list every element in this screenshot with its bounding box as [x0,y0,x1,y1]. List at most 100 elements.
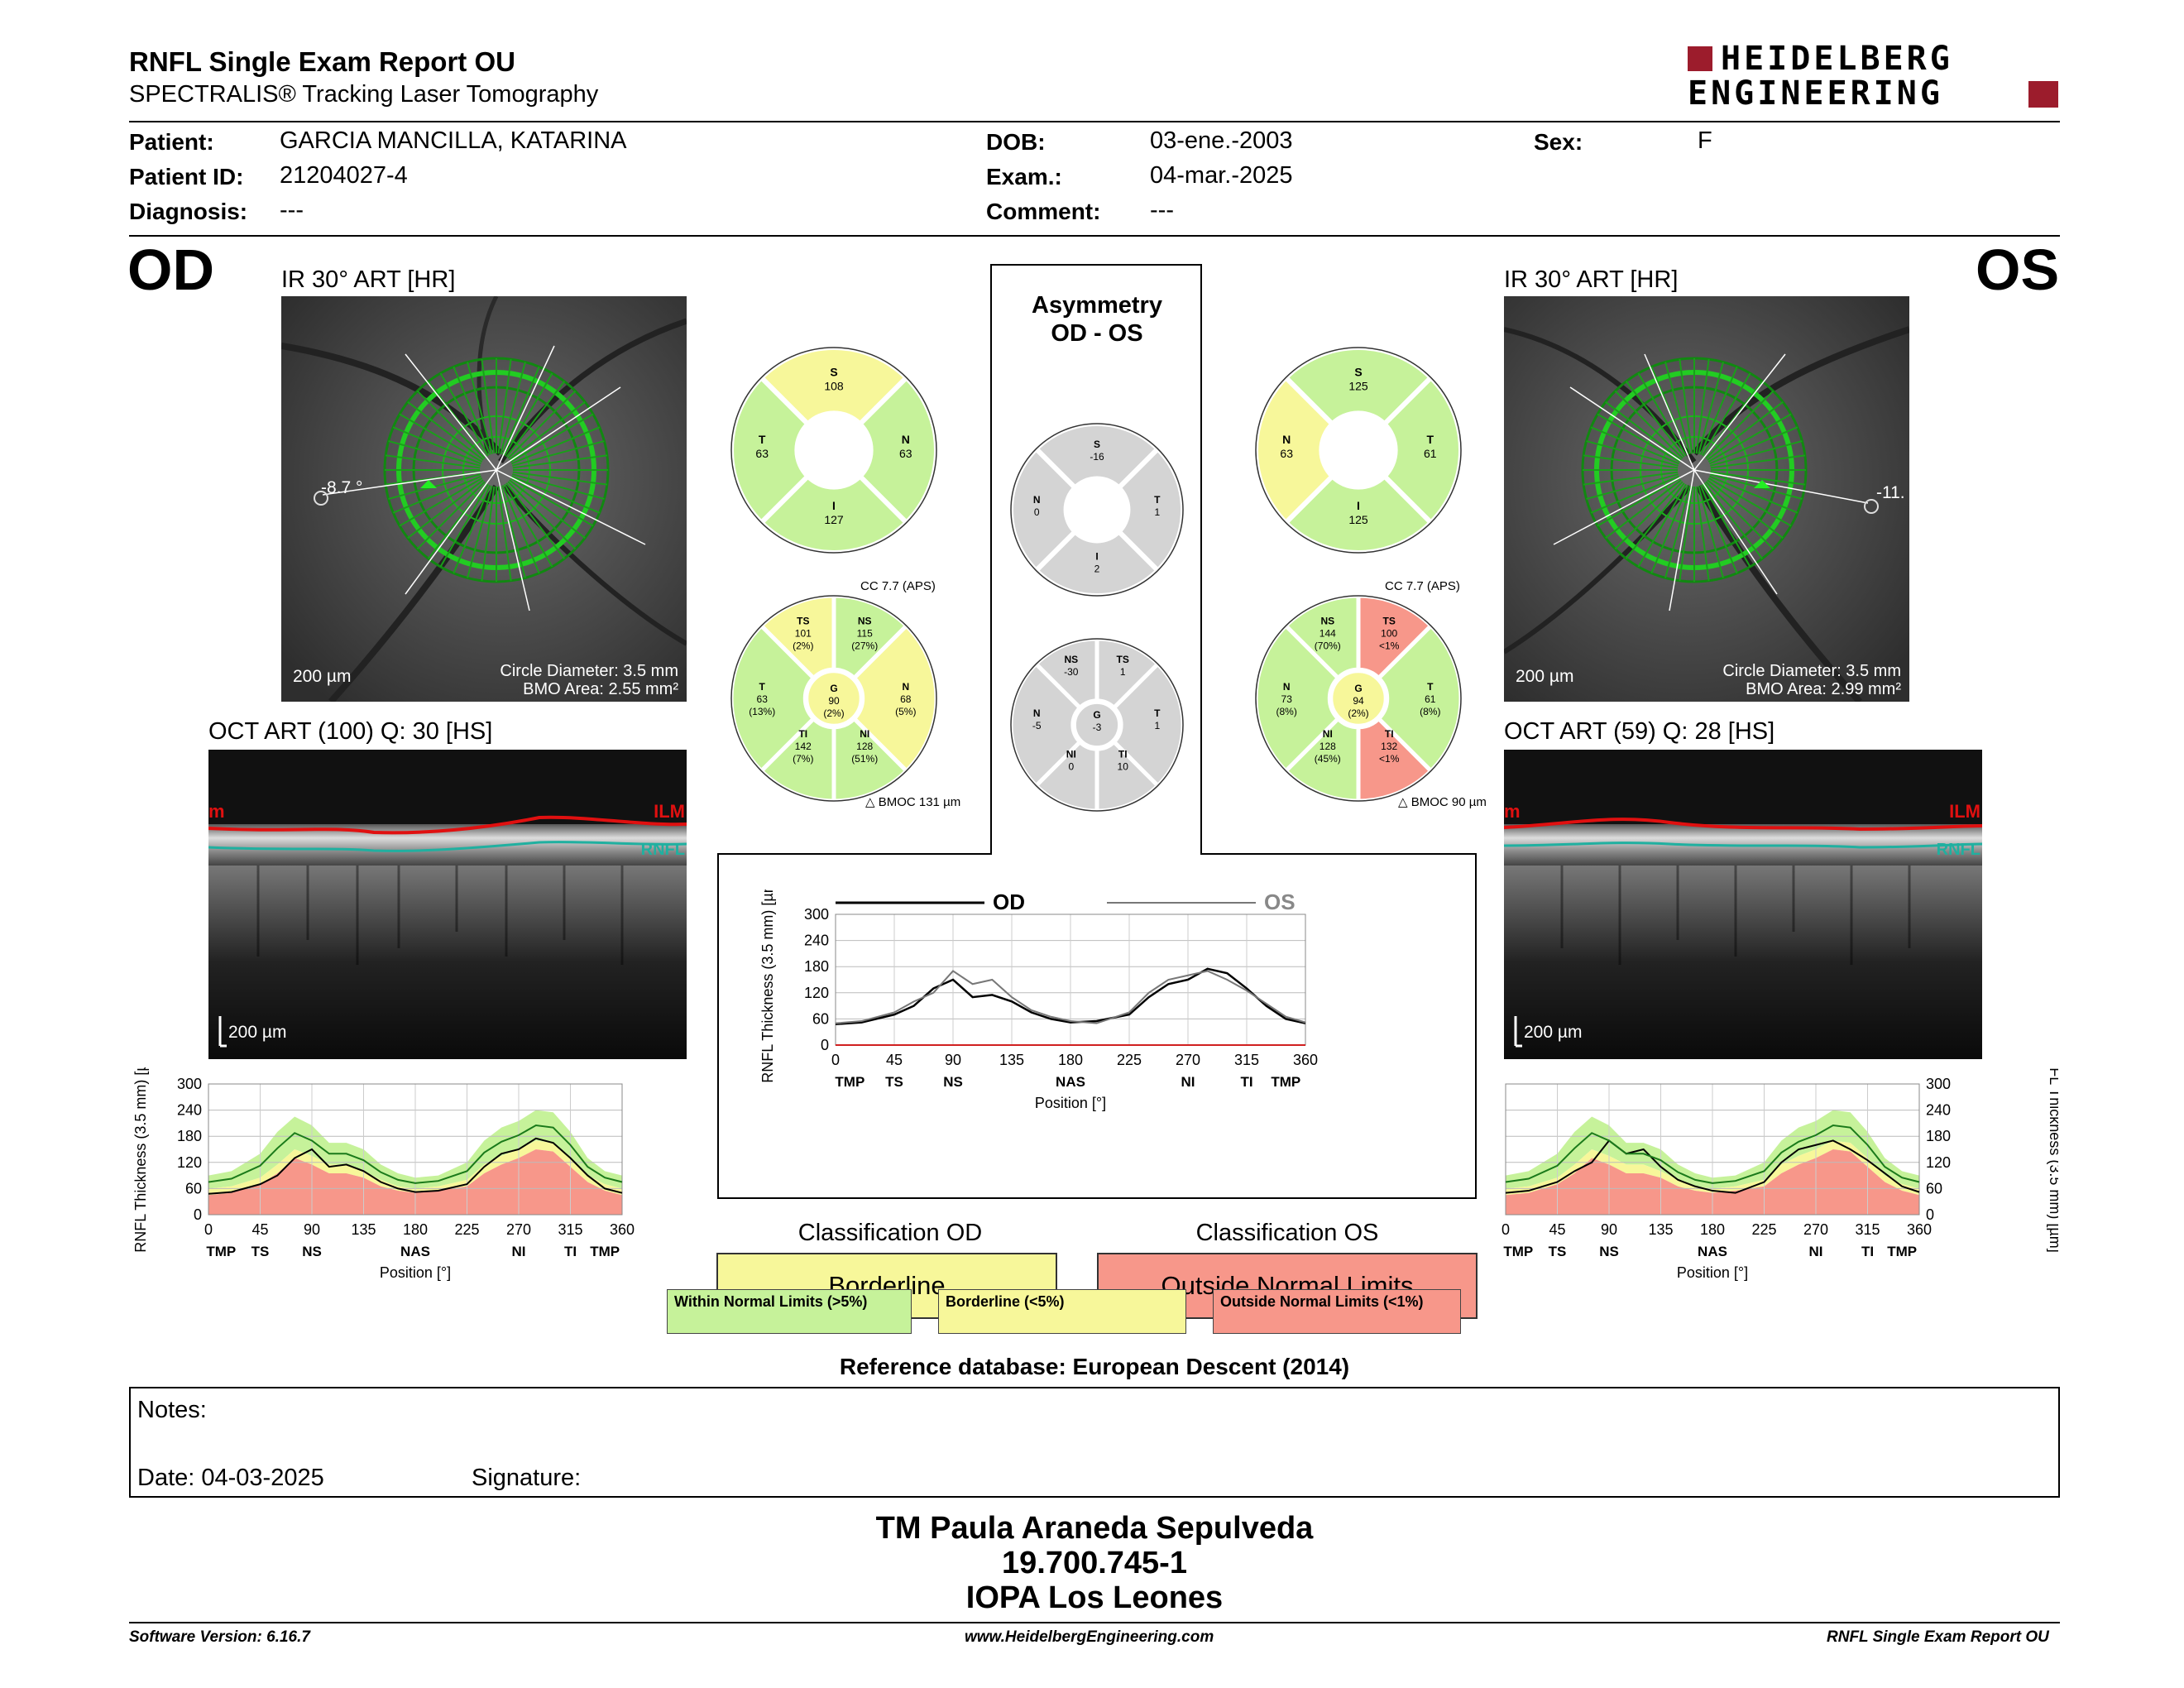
asymmetry-frame [717,264,1477,1199]
os4-i-label: I [1357,499,1360,512]
chart-os-xtick: 45 [1549,1221,1565,1238]
dob-value: 03-ene.-2003 [1150,127,1293,154]
chart-od-xtick: 270 [506,1221,531,1238]
od4-n-label: N [902,433,910,446]
os4-s-label: S [1354,366,1362,379]
od4-i-value: 127 [824,513,844,526]
chart-od-series-line-0 [208,1137,623,1195]
chart-asym-xtick: 0 [831,1052,840,1068]
od-oct-scale: 200 µm [228,1023,287,1042]
as6-ni-label: NI [1066,749,1076,760]
chart-od-sector-tick: TMP [206,1244,236,1259]
chart-os-sector-tick: TMP [1887,1244,1917,1259]
as4-n-label: N [1033,494,1041,506]
dob-label: DOB: [986,129,1046,155]
asymmetry-title: Asymmetry OD - OS [993,291,1201,348]
od-sector6-chart: TS101(2%)NS115(27%)N68(5%)NI128(51%)TI14… [729,593,939,803]
chart-asym-xtick: 270 [1176,1052,1200,1068]
od6-g-label: G [830,683,837,694]
comment-value: --- [1150,197,1174,223]
od6-t-value: (13%) [749,706,775,717]
od6-ns-value: (27%) [851,640,878,652]
chart-asym-xtick: 90 [945,1052,961,1068]
chart-os-ytick: 240 [1926,1102,1951,1119]
os-fundus-image: -11. 200 µm Circle Diameter: 3.5 mm BMO … [1504,296,1909,702]
as6-t-value: 1 [1154,720,1160,731]
chart-od-sector-tick: NI [512,1244,526,1259]
od6-ni-value: (51%) [851,753,878,765]
exam-value: 04-mar.-2025 [1150,162,1293,189]
as6-t-label: T [1154,707,1161,719]
chart-asym-legend-os: OS [1264,890,1296,914]
od6-ti-value: 142 [795,741,812,752]
report-title: RNFL Single Exam Report OU [129,46,515,77]
chart-asym-sector-tick: TMP [835,1074,864,1090]
patient-id: 21204027-4 [280,162,408,189]
as6-sector-global [1074,702,1120,748]
os6-ns-label: NS [1320,616,1334,627]
os6-t-value: (8%) [1420,706,1440,717]
footer-report-name: RNFL Single Exam Report OU [1827,1628,2049,1646]
as6-n-label: N [1033,707,1041,719]
examiner-institution: IOPA Los Leones [965,1580,1224,1615]
os6-ni-value: 128 [1320,741,1336,752]
os-ilm-label: ILM [1949,801,1980,822]
od-rnfl-profile-chart: 0 60 120 180 240 300 0 45 90 135 180 225 270 315 360 TM… [132,1067,635,1281]
os-ir-caption: IR 30° ART [HR] [1504,266,1679,293]
examiner-name: TM Paula Araneda Sepulveda [875,1511,1314,1546]
software-version: Software Version: 6.16.7 [129,1628,310,1646]
diagnosis-value: --- [280,197,304,223]
od6-ti-value: (7%) [793,753,813,765]
chart-od-xtick: 45 [251,1221,268,1238]
os6-sector-global [1331,671,1386,726]
asymmetry-title-line2: OD - OS [1051,320,1143,347]
chart-asym-ytick: 120 [804,985,829,1001]
od6-ns-label: NS [858,616,872,627]
as6-ns-value: -30 [1064,666,1079,678]
chart-os-ytick: 180 [1926,1128,1951,1144]
chart-od-xtick: 0 [204,1221,213,1238]
chart-od-ytick: 60 [185,1180,202,1196]
website-link[interactable]: www.HeidelbergEngineering.com [965,1628,1214,1646]
os-bmo-area: BMO Area: 2.99 mm² [1746,680,1901,698]
os6-ts-value: <1% [1379,640,1400,652]
od-oct-bscan: m ILM RNFL 200 µm [208,750,687,1059]
chart-asym-legend-od: OD [993,890,1025,914]
chart-asym-xtick: 45 [886,1052,903,1068]
od-bmoc: △ BMOC 131 µm [865,795,961,809]
chart-od-xtick: 360 [610,1221,635,1238]
notes-label: Notes: [137,1397,207,1423]
os4-i-value: 125 [1348,513,1368,526]
os4-t-label: T [1427,433,1434,446]
chart-os-sector-tick: TS [1549,1244,1567,1259]
chart-asym-sector-tick: NS [943,1074,963,1090]
os6-ts-label: TS [1383,616,1396,627]
os-oct-bscan: m ILM RNFL 200 µm [1504,750,1982,1059]
sex-label: Sex: [1534,129,1583,155]
as6-n-value: -5 [1032,720,1042,731]
legend-borderline: Borderline (<5%) [938,1289,1186,1334]
os-sector6-chart: NS144(70%)TS100<1%T61(8%)TI132<1%NI128(4… [1253,593,1463,803]
chart-asym-ytick: 180 [804,958,829,975]
od-bmoc-value: BMOC 131 µm [878,795,961,809]
chart-od-sector-tick: TS [251,1244,270,1259]
chart-od-normative-mean [208,1124,623,1184]
chart-os-xlabel: Position [°] [1677,1264,1748,1281]
os6-g-value: (2%) [1348,707,1368,719]
od-oct-edge-label: m [208,801,225,822]
asymmetry-title-line1: Asymmetry [1032,292,1162,319]
chart-asym-xtick: 135 [999,1052,1024,1068]
asymmetry-rnfl-profile-chart: 0 60 120 180 240 300 0 45 90 135 180 225 270 315 360 TM… [759,890,1318,1111]
chart-os-xtick: 270 [1803,1221,1828,1238]
as4-s-value: -16 [1090,451,1104,463]
chart-os-xtick: 360 [1907,1221,1932,1238]
chart-od-ylabel: RNFL Thickness (3.5 mm) [µm] [132,1067,149,1253]
as4-i-value: 2 [1094,563,1100,574]
as6-g-label: G [1093,709,1100,721]
notes-signature: Signature: [472,1465,582,1491]
os6-n-value: (8%) [1276,706,1297,717]
od6-g-value: 90 [828,695,840,707]
chart-od-xtick: 315 [558,1221,582,1238]
od6-ni-label: NI [860,728,869,740]
